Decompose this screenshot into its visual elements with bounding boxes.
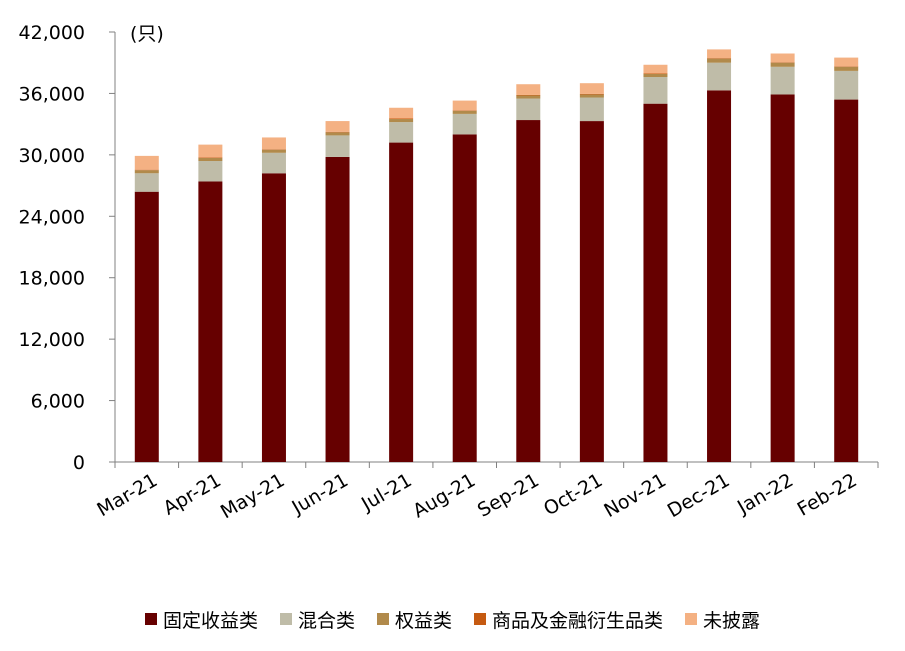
bar-segment (261, 173, 286, 463)
legend-swatch (474, 613, 486, 625)
legend-swatch (144, 613, 157, 625)
bar-segment (325, 121, 350, 132)
legend-label: 未披露 (703, 609, 761, 632)
bar-segment (261, 149, 286, 150)
bar-segment (643, 73, 668, 78)
y-unit-label: (只) (130, 23, 164, 45)
y-tick-label: 24,000 (19, 206, 85, 228)
bar-segment (834, 99, 859, 463)
bar-segment (325, 132, 350, 136)
legend-item: 商品及金融衍生品类 (474, 606, 663, 633)
bar-segment (389, 118, 414, 120)
bar-segment (389, 122, 414, 143)
x-tick-label: Oct-21 (540, 469, 606, 520)
x-tick-label: Nov-21 (600, 469, 670, 522)
bar-segment (770, 94, 795, 462)
bar-segment (452, 134, 477, 462)
x-tick-label: Sep-21 (474, 469, 543, 521)
bar-segment (198, 157, 223, 158)
y-tick-label: 30,000 (19, 145, 85, 167)
bar-segment (325, 131, 350, 133)
legend-label: 商品及金融衍生品类 (492, 609, 664, 632)
bar-segment (261, 149, 286, 153)
legend-label: 混合类 (297, 609, 355, 632)
bar-segment (134, 173, 159, 192)
bar-segment (389, 107, 414, 119)
bar-segment (198, 144, 223, 158)
y-tick-label: 6,000 (31, 391, 85, 413)
legend-item: 权益类 (376, 606, 452, 633)
legend-swatch (685, 613, 698, 625)
bar-segment (516, 98, 541, 121)
legend-label: 固定收益类 (162, 609, 258, 632)
bar-segment (643, 73, 668, 74)
bar-segment (389, 142, 414, 463)
bar-segment (134, 169, 159, 171)
bar-segment (643, 103, 668, 463)
y-tick-label: 36,000 (19, 83, 85, 105)
bar-segment (579, 94, 604, 98)
bar-segment (770, 66, 795, 95)
bar-segment (834, 66, 859, 67)
bar-segment (325, 156, 350, 462)
bar-segment (707, 58, 732, 63)
bar-segment (198, 181, 223, 462)
legend-swatch (279, 613, 292, 625)
bar-segment (389, 119, 414, 123)
bar-segment (707, 62, 732, 91)
plot-area: 0 6,000 12,000 18,000 24,000 30,000 36,000 42,0… (19, 22, 879, 523)
bar-segment (325, 135, 350, 157)
x-tick-label: Mar-21 (93, 469, 161, 521)
bar-segment (643, 64, 668, 74)
bar-segment (516, 95, 541, 99)
x-tick-label: Jan-22 (733, 469, 797, 519)
legend-item: 未披露 (685, 606, 760, 633)
bar-segment (770, 62, 795, 67)
bar-segment (261, 152, 286, 174)
bar-segment (261, 137, 286, 150)
bar-segment (579, 97, 604, 122)
x-tick-label: Aug-21 (409, 469, 479, 522)
bar-segment (770, 53, 795, 63)
bar-segment (579, 121, 604, 463)
x-tick-label: Dec-21 (664, 469, 734, 522)
x-tick-label: Jul-21 (357, 469, 416, 516)
bar-segment (134, 191, 159, 462)
legend-swatch (376, 613, 389, 625)
bar-segment (834, 70, 859, 100)
y-tick-label: 42,000 (19, 22, 85, 44)
bar-segment (707, 49, 732, 59)
bar-segment (516, 94, 541, 96)
bar-segment (643, 77, 668, 104)
bar-segment (198, 161, 223, 182)
bar-segment (134, 170, 159, 174)
legend-label: 权益类 (394, 609, 452, 632)
bar-segment (134, 155, 159, 170)
x-tick-label: Jun-21 (288, 469, 352, 519)
bar-segment (452, 113, 477, 135)
bar-segment (707, 90, 732, 462)
bar-segment (452, 110, 477, 114)
x-tick-label: Feb-22 (794, 469, 861, 520)
bar-segment (516, 120, 541, 463)
x-tick-label: Apr-21 (160, 469, 225, 519)
bar-segment (516, 84, 541, 95)
bar-segment (834, 66, 859, 71)
bar-segment (707, 58, 732, 59)
bar-segment (834, 57, 859, 67)
bar-segment (579, 93, 604, 95)
bar-segment (452, 110, 477, 111)
y-tick-label: 0 (73, 452, 85, 474)
bar-segment (579, 83, 604, 94)
legend: 固定收益类 混合类 权益类 商品及金融衍生品类 未披露 (0, 603, 905, 635)
legend-item: 固定收益类 (144, 606, 258, 633)
x-tick-label: May-21 (217, 469, 289, 523)
bar-segment (770, 62, 795, 63)
bar-segment (452, 100, 477, 111)
y-tick-label: 18,000 (19, 268, 85, 290)
legend-item: 混合类 (279, 606, 355, 633)
bar-segment (198, 157, 223, 161)
stacked-bar-chart: (只) 0 6,000 12,000 18,000 24,000 30,000 36,000… (19, 22, 879, 523)
y-tick-label: 12,000 (19, 329, 85, 351)
